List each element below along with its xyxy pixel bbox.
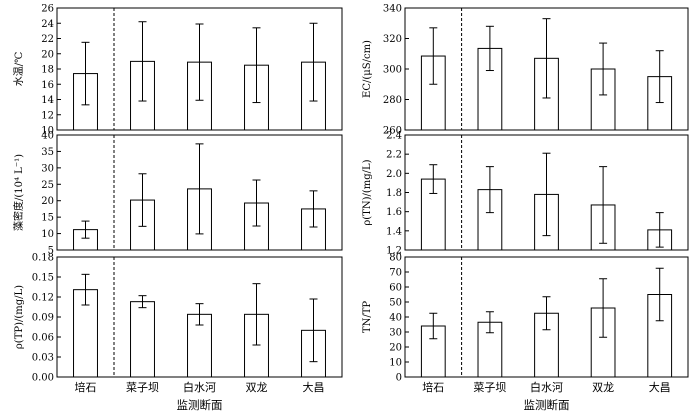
y-tick-label: 30 xyxy=(389,328,402,339)
y-axis-label: ρ(TN)/(mg/L) xyxy=(362,159,373,225)
y-tick-label: 26 xyxy=(41,4,54,15)
y-tick-label: 70 xyxy=(389,268,402,279)
y-axis-label: EC/(μS/cm) xyxy=(362,40,373,98)
category-label: 培石 xyxy=(75,380,97,394)
y-tick-label: 20 xyxy=(389,343,402,354)
y-axis-label: TN/TP xyxy=(362,301,373,333)
y-tick-label: 10 xyxy=(41,126,54,137)
x-axis-title: 监测断面 xyxy=(524,398,570,412)
y-tick-label: 300 xyxy=(383,65,402,76)
y-tick-label: 25 xyxy=(41,180,54,191)
y-tick-label: 14 xyxy=(41,95,54,106)
y-tick-label: 2.4 xyxy=(386,131,402,142)
category-label: 菜子坝 xyxy=(126,380,159,394)
chart-panel-4: 260 280 300 320 340 EC/(μS/cm) xyxy=(362,4,689,137)
chart-panel-1: 10 12 14 16 18 20 22 24 26 水温/℃ xyxy=(13,4,343,137)
y-tick-label: 40 xyxy=(41,131,54,142)
chart-panel-5: 1.2 1.4 1.6 1.8 2.0 2.2 2.4 ρ(TN)/(mg/L) xyxy=(362,131,689,257)
y-tick-label: 0.00 xyxy=(32,373,54,384)
y-tick-label: 20 xyxy=(41,196,54,207)
y-tick-label: 0.12 xyxy=(32,293,54,304)
y-tick-label: 16 xyxy=(41,80,54,91)
y-axis-label: 水温/℃ xyxy=(13,52,25,87)
category-label: 双龙 xyxy=(592,381,614,394)
y-tick-label: 260 xyxy=(383,126,402,137)
category-label: 菜子坝 xyxy=(473,380,506,394)
y-tick-label: 10 xyxy=(389,358,402,369)
bar-2 xyxy=(130,301,155,378)
chart-panel-2: 5 10 15 20 25 30 35 40 藻密度/(10⁴ L⁻¹) xyxy=(12,131,343,257)
y-tick-label: 0.03 xyxy=(32,353,54,364)
y-tick-label: 22 xyxy=(41,34,54,45)
y-tick-label: 1.6 xyxy=(386,207,402,218)
y-tick-label: 280 xyxy=(383,95,402,106)
y-axis-label: 藻密度/(10⁴ L⁻¹) xyxy=(12,154,25,231)
category-label: 双龙 xyxy=(246,381,268,394)
category-label: 大昌 xyxy=(649,380,671,394)
y-tick-label: 0.18 xyxy=(32,253,54,264)
category-label: 培石 xyxy=(422,380,444,394)
y-tick-label: 1.2 xyxy=(386,246,402,257)
category-label: 白水河 xyxy=(183,380,216,394)
y-tick-label: 1.8 xyxy=(386,188,402,199)
y-tick-label: 80 xyxy=(389,253,402,264)
y-tick-label: 0.09 xyxy=(32,313,54,324)
y-tick-label: 35 xyxy=(41,147,54,158)
y-tick-label: 20 xyxy=(41,49,54,60)
y-tick-label: 50 xyxy=(389,298,402,309)
y-tick-label: 10 xyxy=(41,229,54,240)
y-tick-label: 40 xyxy=(389,313,402,324)
y-tick-label: 18 xyxy=(41,65,54,76)
category-label: 大昌 xyxy=(303,380,325,394)
y-tick-label: 320 xyxy=(383,34,402,45)
y-tick-label: 60 xyxy=(389,283,402,294)
y-tick-label: 2.2 xyxy=(386,150,402,161)
y-tick-label: 24 xyxy=(41,19,54,30)
y-tick-label: 12 xyxy=(41,110,54,121)
y-tick-label: 2.0 xyxy=(386,169,402,180)
y-axis-label: ρ(TP)/(mg/L) xyxy=(14,285,25,349)
y-tick-label: 0.15 xyxy=(32,273,54,284)
chart-panel-3: 0.00 0.03 0.06 0.09 0.12 0.15 0.18 ρ(TP)/(mg/L)… xyxy=(14,253,343,412)
x-axis-title: 监测断面 xyxy=(177,398,223,412)
y-tick-label: 0.06 xyxy=(32,333,54,344)
y-tick-label: 340 xyxy=(383,4,402,15)
y-tick-label: 1.4 xyxy=(386,226,402,237)
y-tick-label: 5 xyxy=(48,246,54,257)
category-label: 白水河 xyxy=(530,380,563,394)
y-tick-label: 0 xyxy=(396,373,402,384)
y-tick-label: 15 xyxy=(41,213,54,224)
y-tick-label: 30 xyxy=(41,163,54,174)
